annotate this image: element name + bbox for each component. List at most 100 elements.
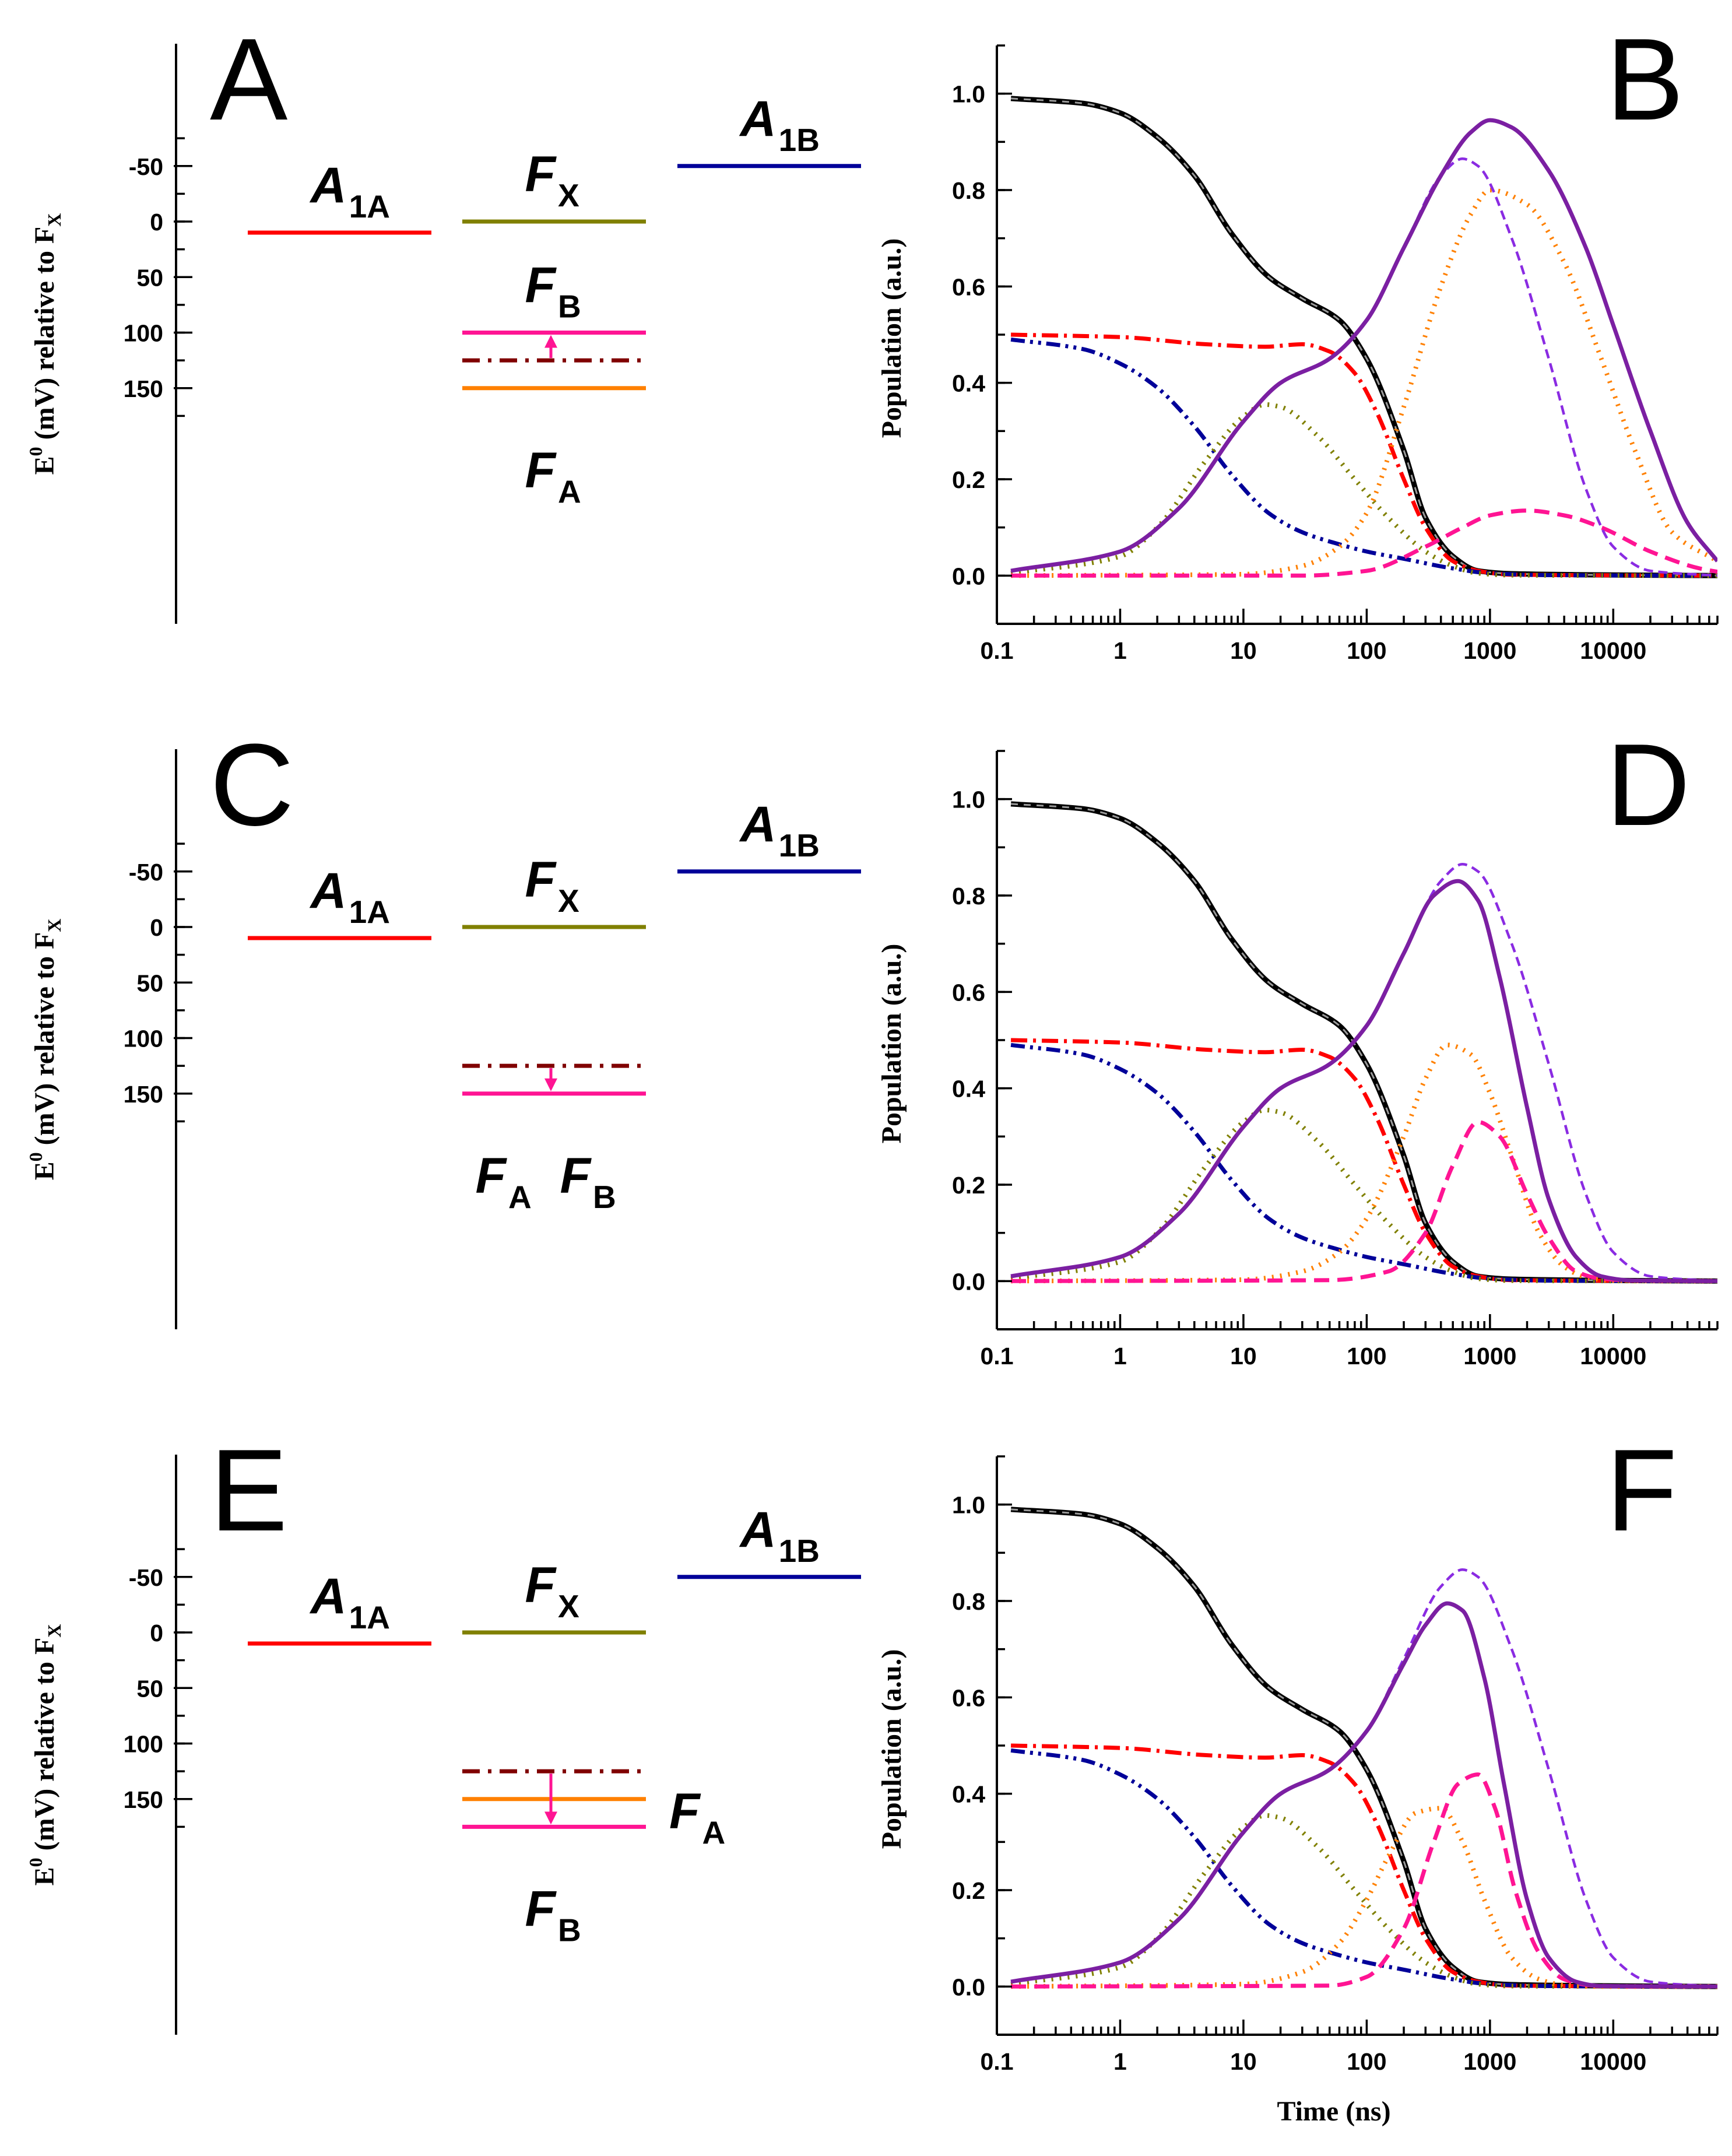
y-tick-label: 100 (124, 320, 163, 347)
series-line-overlay (1010, 1508, 1717, 1988)
level-label-fb: FB (525, 1881, 581, 1948)
y-tick-label: 150 (124, 1081, 163, 1108)
level-label-a1b: A1B (739, 91, 820, 158)
series-line (1011, 1806, 1717, 1989)
x-tick-label: 0.1 (981, 1343, 1014, 1370)
x-tick-label: 100 (1347, 2048, 1386, 2075)
series-line (1011, 1042, 1717, 1284)
level-label-fx: FX (525, 852, 580, 919)
series-line (1010, 118, 1717, 573)
panel-letter: F (1606, 1425, 1677, 1555)
series-line (1010, 1748, 1717, 1989)
y-tick-label: 0.4 (952, 1781, 985, 1808)
panel-letter: E (210, 1425, 287, 1555)
series-line-overlay (1010, 97, 1717, 577)
energy-diagram-a: -50 0 50 100 150 E0 (mV) relative to FX A A1A FX… (25, 15, 861, 624)
series-line (1011, 508, 1717, 578)
x-tick-label: 1000 (1463, 2048, 1516, 2075)
y-tick-label: 1.0 (952, 1492, 985, 1519)
series-line (1010, 337, 1717, 578)
level-label-fa: FA (525, 443, 581, 510)
y-tick-label: -50 (129, 1564, 163, 1591)
series-line (1010, 879, 1717, 1283)
x-tick-label: 100 (1347, 637, 1386, 664)
x-tick-label: 10 (1230, 1343, 1257, 1370)
y-tick-label: 0.6 (952, 273, 985, 300)
level-label-fafb: FB (560, 1148, 616, 1215)
y-tick-label: 150 (124, 375, 163, 402)
y-axis-title: Population (a.u.) (876, 238, 907, 438)
population-chart-b: 0.0 0.2 0.4 0.6 0.8 1.0 0.1 1 10 100 1000 10000 Popu… (876, 15, 1719, 664)
y-tick-label: 50 (136, 970, 163, 996)
y-tick-label: 100 (124, 1026, 163, 1052)
series-line (1010, 1568, 1717, 1988)
series-line (1010, 1042, 1717, 1283)
y-tick-label: 1.0 (952, 786, 985, 813)
panel-letter: C (210, 720, 294, 850)
x-tick-label: 1000 (1463, 1343, 1516, 1370)
y-tick-label: 0.2 (952, 1172, 985, 1199)
arrow-head (544, 335, 557, 348)
x-tick-label: 1 (1113, 1343, 1127, 1370)
x-tick-label: 1000 (1463, 637, 1516, 664)
y-tick-label: -50 (129, 153, 163, 180)
x-tick-label: 100 (1347, 1343, 1386, 1370)
y-tick-label: 0.2 (952, 466, 985, 493)
arrow-head (544, 1811, 557, 1825)
y-tick-label: 150 (124, 1786, 163, 1813)
y-tick-label: 0.8 (952, 1588, 985, 1615)
panel-letter: A (210, 15, 288, 145)
y-tick-label: 100 (124, 1731, 163, 1758)
y-axis-title: E0 (mV) relative to FX (25, 1624, 65, 1886)
y-tick-label: 0 (150, 1620, 163, 1646)
y-tick-label: 0.0 (952, 1268, 985, 1295)
y-tick-label: 0.6 (952, 1684, 985, 1711)
level-label-fb: FB (525, 258, 581, 325)
x-tick-label: 10000 (1580, 1343, 1646, 1370)
level-label-fafb: FA (476, 1148, 532, 1215)
y-tick-label: 0.8 (952, 883, 985, 910)
y-axis-title: Population (a.u.) (876, 1649, 907, 1849)
y-tick-label: 50 (136, 1675, 163, 1702)
y-tick-label: 0.6 (952, 979, 985, 1006)
population-chart-d: 0.0 0.2 0.4 0.6 0.8 1.0 0.1 1 10 100 1000 10000 Popu… (876, 720, 1719, 1370)
y-tick-label: -50 (129, 859, 163, 886)
y-tick-label: 50 (136, 264, 163, 291)
level-label-fx: FX (525, 1557, 580, 1624)
x-tick-label: 0.1 (981, 2048, 1014, 2075)
series-line (1011, 1743, 1717, 1989)
series-line (1011, 1038, 1717, 1283)
level-label-a1b: A1B (739, 1502, 820, 1569)
y-tick-label: 0 (150, 209, 163, 236)
level-label-fx: FX (525, 146, 580, 213)
y-tick-label: 0.4 (952, 370, 985, 397)
arrow-head (544, 1078, 557, 1091)
y-tick-label: 0.2 (952, 1877, 985, 1904)
panel-letter: D (1606, 720, 1690, 850)
level-label-a1a: A1A (310, 157, 390, 224)
x-tick-label: 1 (1113, 2048, 1127, 2075)
x-tick-label: 1 (1113, 637, 1127, 664)
y-tick-label: 1.0 (952, 81, 985, 108)
y-axis-title: E0 (mV) relative to FX (25, 919, 65, 1181)
x-tick-label: 0.1 (981, 637, 1014, 664)
y-axis-title: Population (a.u.) (876, 944, 907, 1144)
level-label-a1a: A1A (310, 863, 390, 930)
energy-diagram-e: -50 0 50 100 150 E0 (mV) relative to FX E A1A FX… (25, 1425, 861, 2035)
x-tick-label: 10 (1230, 637, 1257, 664)
x-tick-label: 10000 (1580, 637, 1646, 664)
level-label-fa: FA (669, 1783, 725, 1850)
y-axis-title: E0 (mV) relative to FX (25, 213, 65, 475)
x-tick-label: 10 (1230, 2048, 1257, 2075)
series-line (1010, 1601, 1717, 1989)
series-line (1011, 332, 1717, 578)
level-label-a1a: A1A (310, 1568, 390, 1635)
panel-letter: B (1606, 15, 1684, 145)
series-line (1011, 188, 1717, 578)
x-axis-title: Time (ns) (1277, 2096, 1390, 2127)
y-tick-label: 0.8 (952, 177, 985, 204)
y-tick-label: 0.0 (952, 1974, 985, 2000)
x-tick-label: 10000 (1580, 2048, 1646, 2075)
